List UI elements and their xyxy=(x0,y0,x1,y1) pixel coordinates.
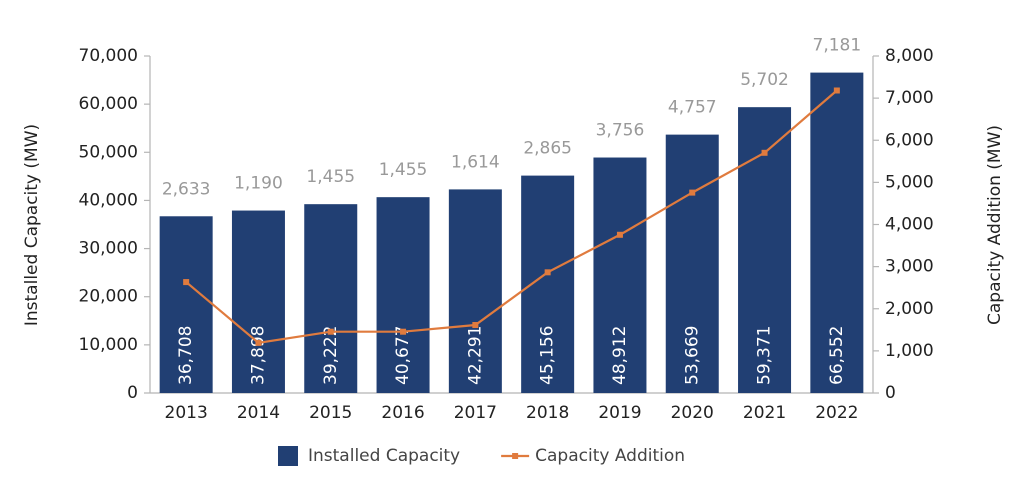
bar-value-label: 66,552 xyxy=(827,326,847,385)
x-tick-label: 2016 xyxy=(381,403,424,423)
bar-value-label: 48,912 xyxy=(610,326,630,385)
line-marker xyxy=(761,149,768,156)
bar xyxy=(593,157,647,393)
y-tick-label: 70,000 xyxy=(79,46,138,66)
y-tick-label: 30,000 xyxy=(79,239,138,259)
legend-swatch xyxy=(278,446,298,466)
y-tick-label: 10,000 xyxy=(79,335,138,355)
x-tick-label: 2018 xyxy=(526,403,569,423)
legend-swatch-marker xyxy=(512,453,519,459)
bar xyxy=(665,134,719,393)
line-value-label: 1,614 xyxy=(451,152,500,172)
line-marker xyxy=(544,269,551,276)
bar xyxy=(448,189,502,393)
y2-axis-title: Capacity Addition (MW) xyxy=(985,125,1005,325)
y2-tick-label: 4,000 xyxy=(885,215,934,235)
line-marker xyxy=(327,328,334,335)
x-tick-label: 2020 xyxy=(671,403,714,423)
y-axis-title: Installed Capacity (MW) xyxy=(22,124,42,326)
line-marker xyxy=(472,322,479,329)
line-marker xyxy=(689,189,696,196)
x-tick-label: 2021 xyxy=(743,403,786,423)
y-tick-label: 20,000 xyxy=(79,287,138,307)
line-value-label: 2,865 xyxy=(523,139,572,159)
bar-value-label: 42,291 xyxy=(465,326,485,385)
line-value-label: 7,181 xyxy=(813,36,862,56)
line-marker xyxy=(255,339,262,346)
y2-tick-label: 1,000 xyxy=(885,341,934,361)
legend-label: Capacity Addition xyxy=(535,446,685,466)
bar-value-label: 59,371 xyxy=(755,326,775,385)
bar xyxy=(376,197,430,393)
y-tick-label: 60,000 xyxy=(79,94,138,114)
line-marker xyxy=(400,328,407,335)
line-value-label: 4,757 xyxy=(668,98,717,118)
bar xyxy=(231,210,285,393)
y2-tick-label: 8,000 xyxy=(885,46,934,66)
bar-value-label: 40,677 xyxy=(393,326,413,385)
legend-label: Installed Capacity xyxy=(308,446,460,466)
bar-value-label: 45,156 xyxy=(538,326,558,385)
y2-tick-label: 0 xyxy=(885,383,896,403)
y2-tick-label: 6,000 xyxy=(885,130,934,150)
line-marker xyxy=(183,279,190,286)
x-tick-label: 2022 xyxy=(815,403,858,423)
line-value-label: 1,455 xyxy=(379,160,428,180)
x-tick-label: 2015 xyxy=(309,403,352,423)
line xyxy=(185,89,838,345)
line-marker xyxy=(616,231,623,238)
bar-value-label: 36,708 xyxy=(176,326,196,385)
y-tick-label: 40,000 xyxy=(79,190,138,210)
x-tick-label: 2014 xyxy=(237,403,280,423)
bar xyxy=(304,204,358,393)
y-tick-label: 50,000 xyxy=(79,142,138,162)
y2-tick-label: 2,000 xyxy=(885,299,934,319)
bar xyxy=(810,72,864,393)
y2-tick-label: 5,000 xyxy=(885,172,934,192)
y-tick-label: 0 xyxy=(127,383,138,403)
x-tick-label: 2017 xyxy=(454,403,497,423)
line-value-label: 3,756 xyxy=(596,121,645,141)
line-value-label: 5,702 xyxy=(740,70,789,90)
bar xyxy=(159,216,213,393)
line-value-label: 1,455 xyxy=(306,167,355,187)
line-marker xyxy=(833,87,840,94)
x-tick-label: 2019 xyxy=(598,403,641,423)
bar-value-label: 37,898 xyxy=(248,326,268,385)
x-tick-label: 2013 xyxy=(165,403,208,423)
line-value-label: 1,190 xyxy=(234,174,283,194)
bar-value-label: 39,222 xyxy=(321,326,341,385)
y2-tick-label: 7,000 xyxy=(885,88,934,108)
bar-value-label: 53,669 xyxy=(682,326,702,385)
line-value-label: 2,633 xyxy=(162,179,211,199)
y2-tick-label: 3,000 xyxy=(885,257,934,277)
